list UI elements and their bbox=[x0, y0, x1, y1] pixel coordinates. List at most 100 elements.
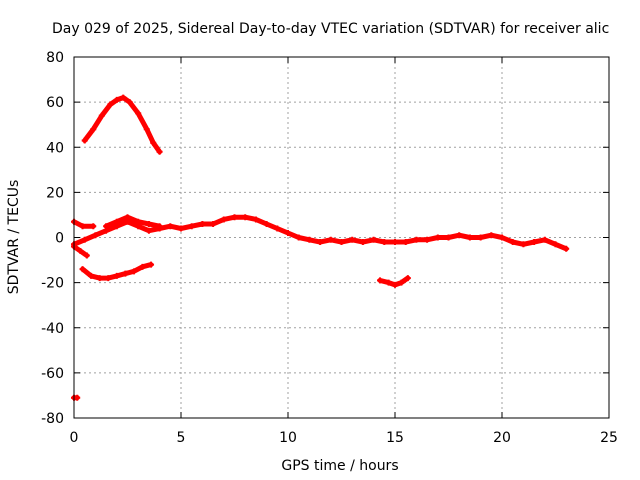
data-point bbox=[139, 263, 146, 270]
data-point bbox=[370, 236, 377, 243]
x-tick-label: 0 bbox=[70, 430, 79, 446]
data-point bbox=[338, 239, 345, 246]
x-tick-label: 5 bbox=[177, 430, 186, 446]
data-point bbox=[488, 232, 495, 239]
data-point bbox=[135, 110, 142, 117]
y-tick-label: -40 bbox=[41, 321, 64, 337]
data-point bbox=[317, 239, 324, 246]
y-tick-label: -20 bbox=[41, 276, 64, 292]
data-point bbox=[81, 236, 88, 243]
y-tick-label: 60 bbox=[46, 95, 64, 111]
y-tick-label: 40 bbox=[46, 140, 64, 156]
data-point bbox=[150, 139, 157, 146]
data-point bbox=[402, 239, 409, 246]
chart-title: Day 029 of 2025, Sidereal Day-to-day VTE… bbox=[52, 21, 609, 37]
x-tick-label: 20 bbox=[493, 430, 511, 446]
data-point bbox=[113, 96, 120, 103]
data-point bbox=[563, 245, 570, 252]
data-point bbox=[252, 216, 259, 223]
data-point bbox=[520, 241, 527, 248]
data-point bbox=[274, 225, 281, 232]
data-point bbox=[113, 272, 120, 279]
x-tick-label: 10 bbox=[279, 430, 297, 446]
y-tick-label: 80 bbox=[46, 50, 64, 66]
data-point bbox=[499, 234, 505, 241]
data-point bbox=[424, 236, 431, 243]
data-point bbox=[541, 236, 548, 243]
data-point bbox=[295, 234, 302, 241]
data-point bbox=[90, 126, 97, 133]
data-point bbox=[98, 112, 105, 119]
data-point bbox=[398, 279, 405, 286]
data-point bbox=[242, 214, 249, 221]
data-point bbox=[381, 239, 388, 246]
data-point bbox=[404, 275, 411, 282]
y-tick-label: 20 bbox=[46, 185, 64, 201]
data-point bbox=[83, 252, 90, 259]
x-tick-label: 25 bbox=[600, 430, 618, 446]
data-point bbox=[130, 268, 137, 275]
data-point bbox=[124, 214, 131, 221]
data-point bbox=[92, 232, 99, 239]
data-point bbox=[81, 137, 88, 144]
data-point bbox=[349, 236, 356, 243]
data-point bbox=[178, 225, 184, 232]
data-point bbox=[434, 234, 441, 241]
data-point bbox=[90, 223, 97, 230]
data-point bbox=[509, 239, 516, 246]
data-point bbox=[135, 218, 142, 225]
y-axis-title: SDTVAR / TECUs bbox=[6, 180, 22, 295]
data-point bbox=[413, 236, 420, 243]
data-point bbox=[531, 239, 538, 246]
data-point bbox=[113, 218, 120, 225]
data-point bbox=[120, 94, 127, 101]
data-point bbox=[88, 272, 95, 279]
data-point bbox=[552, 241, 559, 248]
data-point bbox=[466, 234, 473, 241]
data-point bbox=[103, 223, 110, 230]
data-point bbox=[148, 261, 155, 268]
data-point bbox=[477, 234, 484, 241]
data-point bbox=[79, 266, 86, 273]
data-point bbox=[220, 216, 227, 223]
data-point bbox=[143, 126, 150, 133]
data-point bbox=[456, 232, 463, 239]
data-point bbox=[231, 214, 238, 221]
data-point bbox=[105, 275, 112, 282]
data-point bbox=[392, 281, 398, 288]
data-point bbox=[306, 236, 313, 243]
data-point bbox=[285, 229, 291, 236]
y-tick-label: 0 bbox=[55, 231, 64, 247]
data-point bbox=[210, 220, 217, 227]
y-tick-label: -60 bbox=[41, 366, 64, 382]
data-point bbox=[199, 220, 206, 227]
x-axis-title: GPS time / hours bbox=[281, 458, 398, 474]
series-group bbox=[71, 94, 570, 401]
data-point bbox=[167, 223, 174, 230]
data-point bbox=[74, 394, 81, 401]
grid bbox=[74, 57, 609, 418]
data-point bbox=[377, 277, 384, 284]
data-point bbox=[392, 239, 398, 246]
data-point bbox=[327, 236, 334, 243]
y-axis-ticks: -80 -60 -40 -20 0 20 40 60 80 bbox=[41, 50, 609, 427]
data-point bbox=[156, 148, 163, 155]
y-tick-label: -80 bbox=[41, 411, 64, 427]
data-point bbox=[126, 99, 133, 106]
data-point bbox=[145, 220, 152, 227]
data-point bbox=[156, 223, 163, 230]
data-point bbox=[385, 279, 392, 286]
data-point bbox=[79, 223, 86, 230]
data-point bbox=[96, 275, 103, 282]
data-point bbox=[145, 227, 152, 234]
data-point bbox=[445, 234, 452, 241]
x-tick-label: 15 bbox=[386, 430, 404, 446]
data-point bbox=[122, 270, 129, 277]
data-point bbox=[263, 220, 270, 227]
data-point bbox=[188, 223, 195, 230]
data-point bbox=[77, 248, 84, 255]
data-point bbox=[107, 101, 114, 108]
data-point bbox=[359, 239, 366, 246]
x-axis-ticks: 0 5 10 15 20 25 bbox=[70, 57, 618, 446]
